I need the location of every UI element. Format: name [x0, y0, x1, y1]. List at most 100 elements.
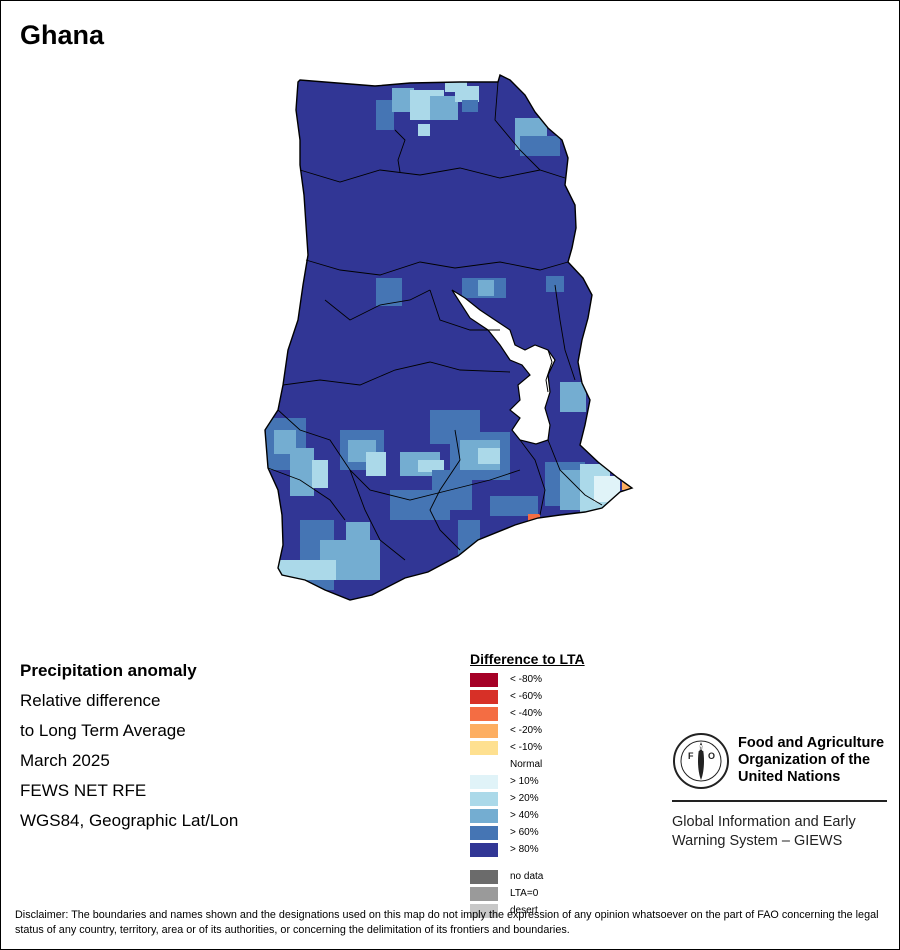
raster-cell: [432, 470, 472, 510]
legend-swatch: [470, 842, 498, 857]
legend-label: < -80%: [510, 674, 542, 685]
boundary-bono: [324, 289, 431, 321]
boundary-central-eastern: [429, 429, 461, 551]
raster-cell: [376, 100, 394, 130]
raster-cell: [490, 496, 538, 516]
info-line: Relative difference: [20, 691, 161, 710]
boundary-bono-east: [429, 289, 500, 331]
legend-label: no data: [510, 871, 544, 882]
boundary-northeast: [494, 81, 541, 171]
lake-volta-shore: [545, 349, 553, 393]
legend-row: > 20%: [470, 790, 585, 807]
info-source: FEWS NET RFE: [20, 781, 147, 800]
legend-swatch: [470, 689, 498, 704]
info-date: March 2025: [20, 751, 110, 770]
legend-row: desert: [470, 902, 585, 919]
legend-swatch: [470, 886, 498, 901]
fao-name-line: Organization of the: [738, 752, 871, 768]
legend-label: > 40%: [510, 810, 539, 821]
legend-swatch: [470, 869, 498, 884]
boundary-upper-west: [394, 129, 406, 173]
legend-label: > 80%: [510, 844, 539, 855]
giews-name: Global Information and Early Warning Sys…: [672, 813, 900, 851]
legend-row: LTA=0: [470, 885, 585, 902]
map-title: Ghana: [20, 20, 105, 50]
svg-text:A: A: [698, 744, 704, 753]
legend-row: Normal: [470, 756, 585, 773]
raster-cell: [290, 448, 314, 496]
admin-boundaries: [267, 81, 603, 561]
giews-line: Warning System – GIEWS: [672, 833, 843, 849]
raster-cell: [366, 452, 386, 476]
legend-swatch: [470, 706, 498, 721]
legend-classes: < -80% < -60% < -40% < -20% < -10% Normal > 10…: [470, 671, 585, 858]
legend-swatch: [470, 740, 498, 755]
legend-label: desert: [510, 905, 538, 916]
raster-cell: [546, 276, 564, 292]
disclaimer: Disclaimer: The boundaries and names sho…: [15, 909, 879, 936]
ghana-map: [264, 73, 634, 601]
legend-title: Difference to LTA: [470, 651, 585, 667]
legend-label: > 10%: [510, 776, 539, 787]
raster-cell: [276, 560, 336, 580]
info-line: to Long Term Average: [20, 721, 186, 740]
raster-cell: [430, 96, 458, 120]
legend-swatch: [470, 757, 498, 772]
legend-label: > 60%: [510, 827, 539, 838]
legend-row: < -10%: [470, 739, 585, 756]
legend-label: Normal: [510, 759, 543, 770]
legend-row: > 60%: [470, 824, 585, 841]
legend: Difference to LTA < -80% < -60% < -40% < -2…: [470, 651, 585, 919]
legend-swatch: [470, 825, 498, 840]
raster-cell: [478, 280, 494, 296]
legend-swatch: [470, 903, 498, 918]
legend-row: no data: [470, 868, 585, 885]
legend-label: > 20%: [510, 793, 539, 804]
country-outline: [264, 73, 634, 601]
raster-cell: [594, 476, 620, 502]
map-info-block: Precipitation anomaly Relative differenc…: [20, 656, 238, 836]
boundary-ashanti-south: [277, 409, 521, 501]
raster-cell: [458, 520, 480, 556]
svg-text:O: O: [708, 751, 715, 761]
legend-row: < -60%: [470, 688, 585, 705]
legend-row: < -20%: [470, 722, 585, 739]
raster-cell: [418, 124, 430, 136]
legend-swatch: [470, 791, 498, 806]
info-projection: WGS84, Geographic Lat/Lon: [20, 811, 239, 830]
boundary-ashanti-north: [282, 361, 511, 386]
legend-row: < -80%: [470, 671, 585, 688]
legend-label: < -20%: [510, 725, 542, 736]
fao-name-line: Food and Agriculture: [738, 735, 885, 751]
raster-cell: [478, 448, 500, 464]
svg-text:F: F: [688, 751, 694, 761]
legend-label: LTA=0: [510, 888, 539, 899]
info-heading: Precipitation anomaly: [20, 661, 197, 680]
fao-divider: [672, 800, 887, 802]
raster-cell: [520, 136, 560, 156]
legend-row: > 40%: [470, 807, 585, 824]
raster-cell: [312, 460, 328, 488]
boundary-western-north: [267, 467, 346, 521]
legend-label: < -40%: [510, 708, 542, 719]
boundary-north-savannah: [305, 259, 569, 276]
raster-cell: [445, 82, 467, 92]
raster-cell: [560, 382, 586, 412]
boundary-volta-oti: [554, 284, 576, 381]
raster-cell: [418, 460, 444, 472]
fao-name-line: United Nations: [738, 769, 841, 785]
boundary-volta-south: [547, 439, 603, 506]
legend-label: < -10%: [510, 742, 542, 753]
legend-row: > 80%: [470, 841, 585, 858]
legend-special: no data LTA=0 desert: [470, 868, 585, 919]
raster-cell: [392, 88, 414, 112]
boundary-western-central: [349, 469, 406, 561]
boundary-greater-accra: [519, 439, 546, 516]
legend-swatch: [470, 774, 498, 789]
legend-swatch: [470, 672, 498, 687]
boundary-upper-regions: [299, 167, 566, 183]
anomaly-raster: [265, 75, 632, 600]
giews-line: Global Information and Early: [672, 814, 856, 830]
fao-logo-icon: F O A: [673, 733, 729, 789]
legend-row: > 10%: [470, 773, 585, 790]
